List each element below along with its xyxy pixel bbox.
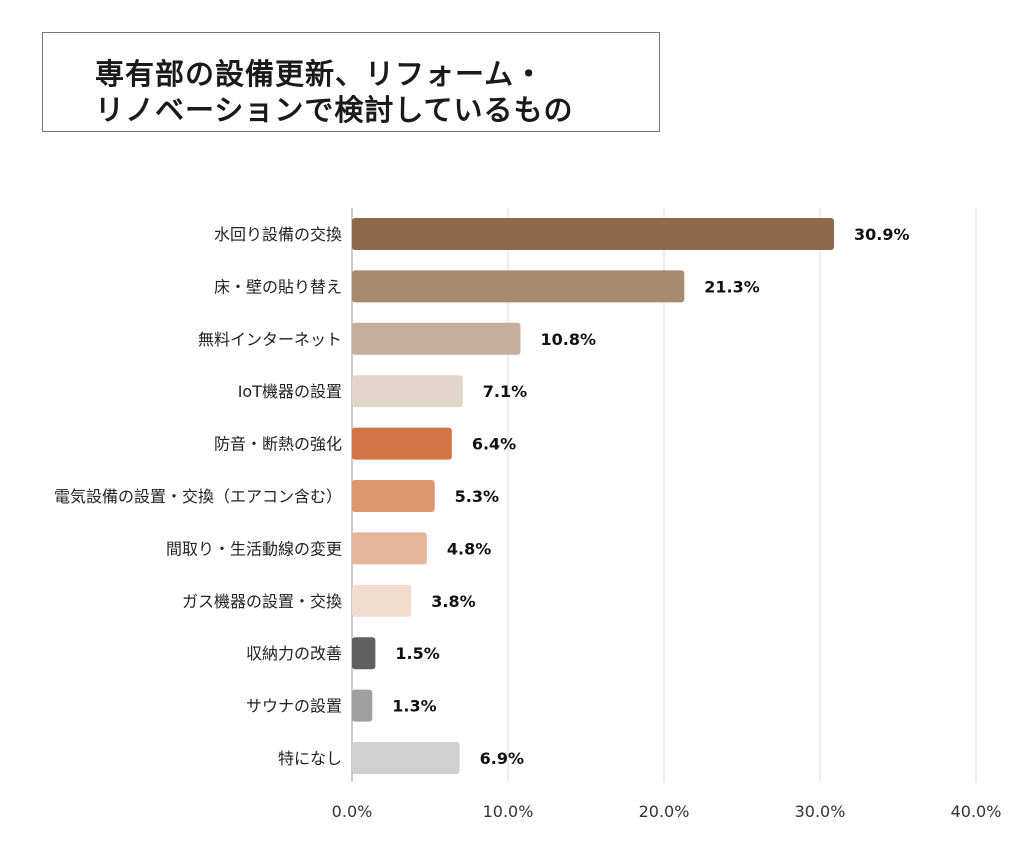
chart-title-line-1: 専有部の設備更新、リフォーム・ bbox=[95, 57, 545, 91]
category-label: 特になし bbox=[278, 749, 342, 768]
value-label: 21.3% bbox=[704, 277, 760, 296]
chart-title-line-2: リノベーションで検討しているもの bbox=[95, 93, 574, 127]
bar bbox=[352, 427, 452, 460]
category-label: 収納力の改善 bbox=[246, 644, 342, 663]
value-label: 4.8% bbox=[447, 539, 491, 558]
category-label: 水回り設備の交換 bbox=[214, 225, 342, 244]
x-tick-label: 40.0% bbox=[951, 802, 1002, 821]
bar bbox=[352, 637, 376, 670]
value-label: 10.8% bbox=[540, 330, 596, 349]
category-label: 間取り・生活動線の変更 bbox=[166, 539, 342, 558]
value-label: 5.3% bbox=[455, 487, 499, 506]
bar bbox=[352, 689, 373, 722]
bar bbox=[352, 375, 463, 408]
x-tick-label: 20.0% bbox=[639, 802, 690, 821]
category-label: IoT機器の設置 bbox=[238, 382, 342, 401]
bar bbox=[352, 218, 835, 250]
title-box: 専有部の設備更新、リフォーム・ リノベーションで検討しているもの bbox=[42, 32, 660, 132]
x-tick-label: 10.0% bbox=[483, 802, 534, 821]
category-label: 防音・断熱の強化 bbox=[214, 435, 342, 454]
bar bbox=[352, 584, 412, 617]
category-label: サウナの設置 bbox=[246, 697, 342, 716]
bar bbox=[352, 480, 435, 512]
category-label: 床・壁の貼り替え bbox=[214, 277, 342, 296]
x-tick-label: 30.0% bbox=[795, 802, 846, 821]
value-label: 3.8% bbox=[431, 592, 475, 611]
bar bbox=[352, 532, 427, 565]
value-label: 1.3% bbox=[392, 697, 436, 716]
category-label: 無料インターネット bbox=[198, 330, 342, 349]
value-label: 6.4% bbox=[472, 435, 516, 454]
category-label: ガス機器の設置・交換 bbox=[182, 592, 342, 611]
category-label: 電気設備の設置・交換（エアコン含む） bbox=[54, 487, 342, 506]
value-label: 6.9% bbox=[480, 749, 524, 768]
bar bbox=[352, 322, 521, 355]
value-label: 30.9% bbox=[854, 225, 910, 244]
value-label: 1.5% bbox=[395, 644, 439, 663]
bar bbox=[352, 742, 460, 774]
x-tick-label: 0.0% bbox=[332, 802, 373, 821]
value-label: 7.1% bbox=[483, 382, 527, 401]
bar bbox=[352, 270, 685, 303]
